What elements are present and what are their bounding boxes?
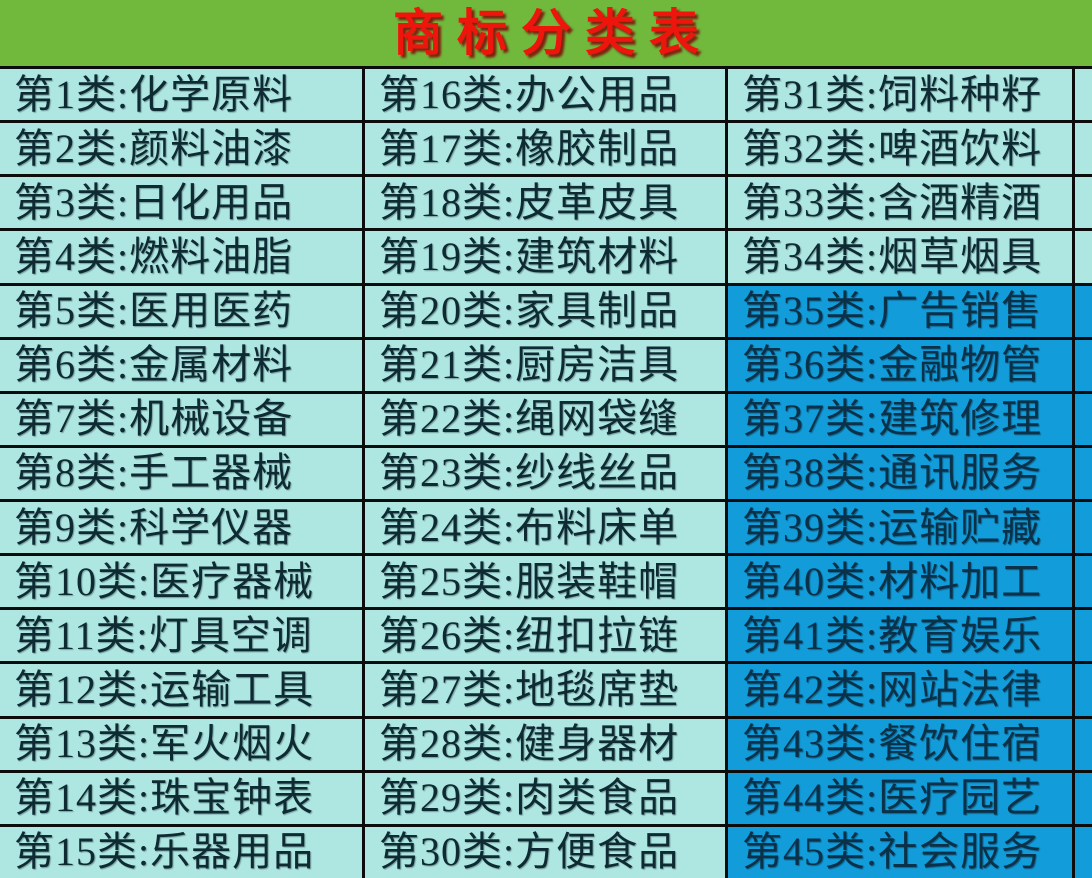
class-cell-40: 第40类:材料加工 — [728, 556, 1072, 608]
class-cell-3: 第3类:日化用品 — [0, 177, 362, 229]
class-cell-10: 第10类:医疗器械 — [0, 556, 362, 608]
class-cell-2: 第2类:颜料油漆 — [0, 123, 362, 175]
class-cell-5: 第5类:医用医药 — [0, 285, 362, 337]
edge-strip-cell — [1075, 826, 1092, 878]
class-cell-6: 第6类:金属材料 — [0, 339, 362, 391]
class-cell-7: 第7类:机械设备 — [0, 393, 362, 445]
class-cell-35: 第35类:广告销售 — [728, 285, 1072, 337]
class-cell-4: 第4类:燃料油脂 — [0, 231, 362, 283]
title-banner: 商标分类表 — [0, 0, 1092, 66]
class-cell-1: 第1类:化学原料 — [0, 69, 362, 121]
edge-strip-cell — [1075, 339, 1092, 391]
class-cell-16: 第16类:办公用品 — [365, 69, 725, 121]
class-cell-9: 第9类:科学仪器 — [0, 502, 362, 554]
class-cell-34: 第34类:烟草烟具 — [728, 231, 1072, 283]
class-cell-11: 第11类:灯具空调 — [0, 610, 362, 662]
class-cell-20: 第20类:家具制品 — [365, 285, 725, 337]
class-cell-32: 第32类:啤酒饮料 — [728, 123, 1072, 175]
class-cell-42: 第42类:网站法律 — [728, 664, 1072, 716]
class-cell-41: 第41类:教育娱乐 — [728, 610, 1072, 662]
class-cell-30: 第30类:方便食品 — [365, 826, 725, 878]
class-cell-45: 第45类:社会服务 — [728, 826, 1072, 878]
class-cell-28: 第28类:健身器材 — [365, 718, 725, 770]
page-title: 商标分类表 — [393, 5, 713, 61]
edge-strip-cell — [1075, 231, 1092, 283]
class-cell-18: 第18类:皮革皮具 — [365, 177, 725, 229]
class-cell-33: 第33类:含酒精酒 — [728, 177, 1072, 229]
edge-strip-cell — [1075, 772, 1092, 824]
edge-strip-cell — [1075, 69, 1092, 121]
edge-strip-cell — [1075, 502, 1092, 554]
class-cell-23: 第23类:纱线丝品 — [365, 447, 725, 500]
class-cell-39: 第39类:运输贮藏 — [728, 502, 1072, 554]
edge-strip-cell — [1075, 610, 1092, 662]
edge-strip-cell — [1075, 447, 1092, 500]
edge-strip-cell — [1075, 393, 1092, 445]
class-cell-14: 第14类:珠宝钟表 — [0, 772, 362, 824]
class-cell-19: 第19类:建筑材料 — [365, 231, 725, 283]
trademark-classification-table: 第1类:化学原料 第2类:颜料油漆 第3类:日化用品 第4类:燃料油脂 第5类:… — [0, 66, 1092, 878]
class-cell-44: 第44类:医疗园艺 — [728, 772, 1072, 824]
class-cell-36: 第36类:金融物管 — [728, 339, 1072, 391]
class-cell-21: 第21类:厨房洁具 — [365, 339, 725, 391]
class-cell-37: 第37类:建筑修理 — [728, 393, 1072, 445]
class-cell-26: 第26类:纽扣拉链 — [365, 610, 725, 662]
class-cell-38: 第38类:通讯服务 — [728, 447, 1072, 500]
class-cell-24: 第24类:布料床单 — [365, 502, 725, 554]
edge-strip-cell — [1075, 285, 1092, 337]
class-cell-15: 第15类:乐器用品 — [0, 826, 362, 878]
class-cell-8: 第8类:手工器械 — [0, 447, 362, 500]
class-cell-25: 第25类:服装鞋帽 — [365, 556, 725, 608]
class-cell-43: 第43类:餐饮住宿 — [728, 718, 1072, 770]
class-cell-17: 第17类:橡胶制品 — [365, 123, 725, 175]
edge-strip-cell — [1075, 123, 1092, 175]
edge-strip-cell — [1075, 718, 1092, 770]
edge-strip-cell — [1075, 664, 1092, 716]
class-cell-13: 第13类:军火烟火 — [0, 718, 362, 770]
edge-strip-cell — [1075, 177, 1092, 229]
class-cell-31: 第31类:饲料种籽 — [728, 69, 1072, 121]
class-cell-29: 第29类:肉类食品 — [365, 772, 725, 824]
edge-strip-cell — [1075, 556, 1092, 608]
class-cell-12: 第12类:运输工具 — [0, 664, 362, 716]
class-cell-27: 第27类:地毯席垫 — [365, 664, 725, 716]
class-cell-22: 第22类:绳网袋缝 — [365, 393, 725, 445]
